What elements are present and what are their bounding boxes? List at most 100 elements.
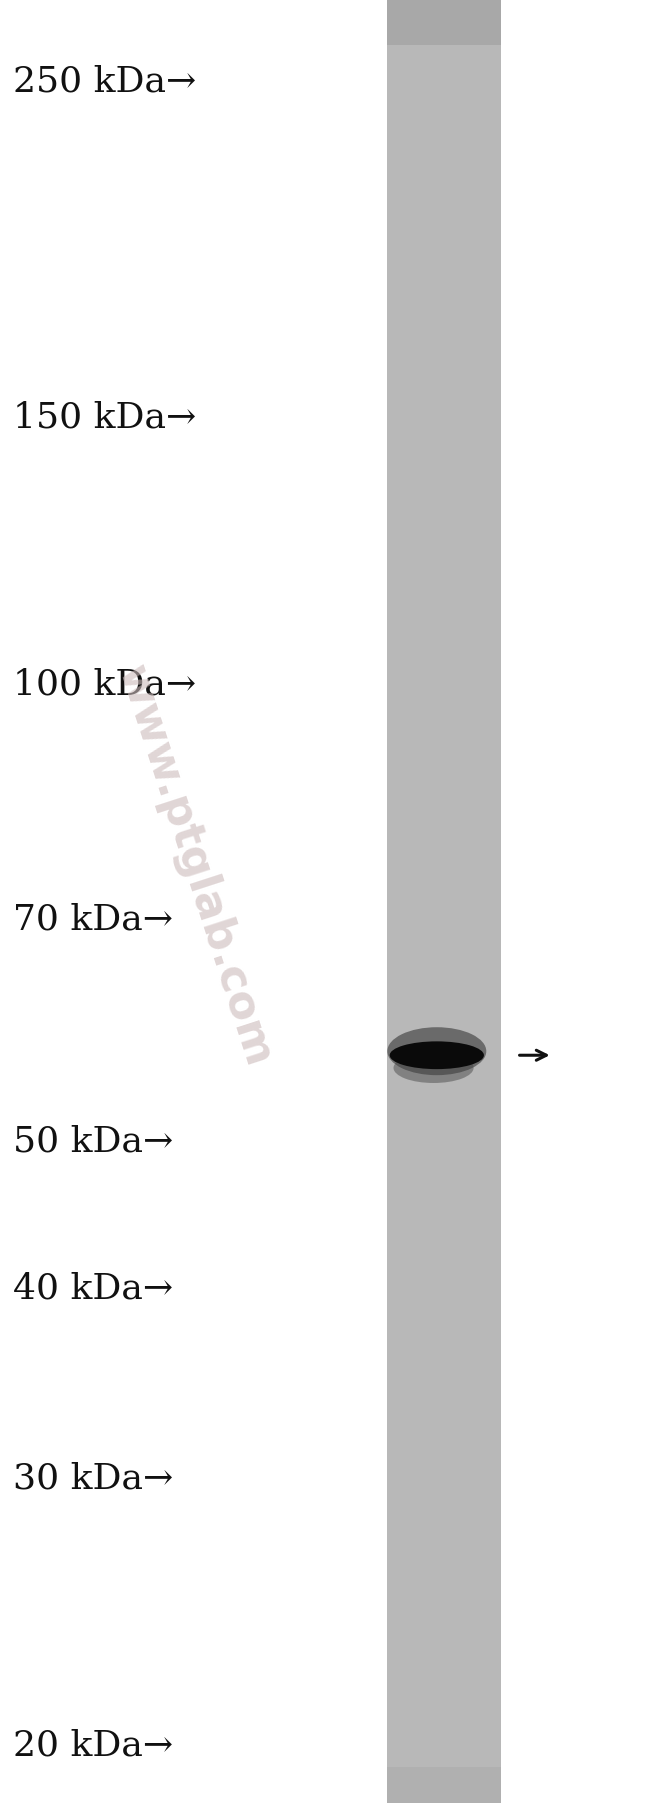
Bar <box>387 1143 500 1154</box>
Bar <box>387 1756 500 1767</box>
Text: 30 kDa→: 30 kDa→ <box>13 1460 174 1495</box>
Bar <box>387 341 500 352</box>
Bar <box>387 882 500 892</box>
Bar <box>387 1522 500 1533</box>
Bar <box>387 1242 500 1253</box>
Bar <box>387 1251 500 1262</box>
Bar <box>387 737 500 748</box>
Bar <box>387 764 500 775</box>
Bar <box>387 197 500 207</box>
Bar <box>387 846 500 856</box>
Text: 150 kDa→: 150 kDa→ <box>13 400 196 435</box>
Bar <box>387 287 500 297</box>
Bar <box>387 278 500 288</box>
Bar <box>387 178 500 189</box>
Bar <box>387 954 500 965</box>
Bar <box>387 746 500 757</box>
Bar <box>387 1026 500 1037</box>
Bar <box>387 1432 500 1442</box>
Bar <box>387 927 500 938</box>
Bar <box>387 728 500 739</box>
Bar <box>387 1783 500 1794</box>
Bar <box>387 1044 500 1055</box>
Bar <box>387 142 500 153</box>
Bar <box>387 891 500 902</box>
Bar <box>387 990 500 1001</box>
Bar <box>387 440 500 451</box>
Bar <box>387 575 500 586</box>
Bar <box>387 314 500 325</box>
Bar <box>387 1657 500 1668</box>
Bar <box>387 1161 500 1172</box>
Bar <box>387 1170 500 1181</box>
Bar <box>387 656 500 667</box>
Bar <box>387 665 500 676</box>
Bar <box>387 999 500 1010</box>
Bar <box>387 16 500 27</box>
Bar <box>387 1323 500 1334</box>
Bar <box>387 206 500 216</box>
Bar <box>387 133 500 144</box>
Bar <box>387 1702 500 1713</box>
Bar <box>387 1459 500 1469</box>
Bar <box>387 963 500 974</box>
Bar <box>387 25 500 36</box>
Bar <box>387 683 500 694</box>
Text: 100 kDa→: 100 kDa→ <box>13 667 196 701</box>
Bar <box>387 476 500 487</box>
Bar <box>387 1585 500 1596</box>
Bar <box>387 1675 500 1686</box>
Bar <box>387 873 500 883</box>
Bar <box>387 0 500 9</box>
Bar <box>387 647 500 658</box>
Bar <box>387 1531 500 1542</box>
Bar <box>387 1603 500 1614</box>
Bar <box>387 151 500 162</box>
Bar <box>387 160 500 171</box>
Bar <box>387 458 500 469</box>
Bar <box>387 1341 500 1352</box>
Bar <box>387 1179 500 1190</box>
Bar <box>387 1359 500 1370</box>
Bar <box>387 1477 500 1487</box>
Bar <box>387 620 500 631</box>
Bar <box>387 485 500 496</box>
Bar <box>387 79 500 90</box>
Bar <box>387 1414 500 1424</box>
Bar <box>387 1621 500 1632</box>
Bar <box>387 332 500 343</box>
Bar <box>387 1368 500 1379</box>
Bar <box>387 638 500 649</box>
Bar <box>387 188 500 198</box>
Bar <box>387 909 500 920</box>
Bar <box>387 404 500 415</box>
Bar <box>387 819 500 829</box>
Bar <box>387 7 500 18</box>
Bar <box>387 215 500 225</box>
Bar <box>387 629 500 640</box>
Bar <box>387 1639 500 1650</box>
Bar <box>387 43 500 54</box>
Text: 40 kDa→: 40 kDa→ <box>13 1271 173 1305</box>
Bar <box>387 368 500 379</box>
Bar <box>387 792 500 802</box>
Bar <box>387 106 500 117</box>
Bar <box>387 548 500 559</box>
Bar <box>387 864 500 874</box>
Bar <box>387 1720 500 1731</box>
Bar <box>387 1152 500 1163</box>
Bar <box>387 1197 500 1208</box>
Bar <box>387 449 500 460</box>
Bar <box>387 359 500 370</box>
Text: www.ptglab.com: www.ptglab.com <box>110 660 280 1071</box>
Bar <box>387 1396 500 1406</box>
Ellipse shape <box>390 1042 484 1069</box>
Bar <box>387 305 500 316</box>
Bar <box>387 1648 500 1659</box>
Bar <box>387 584 500 595</box>
Bar <box>387 34 500 45</box>
Bar <box>387 422 500 433</box>
Bar <box>387 855 500 865</box>
Bar <box>387 1387 500 1397</box>
Bar <box>387 395 500 406</box>
